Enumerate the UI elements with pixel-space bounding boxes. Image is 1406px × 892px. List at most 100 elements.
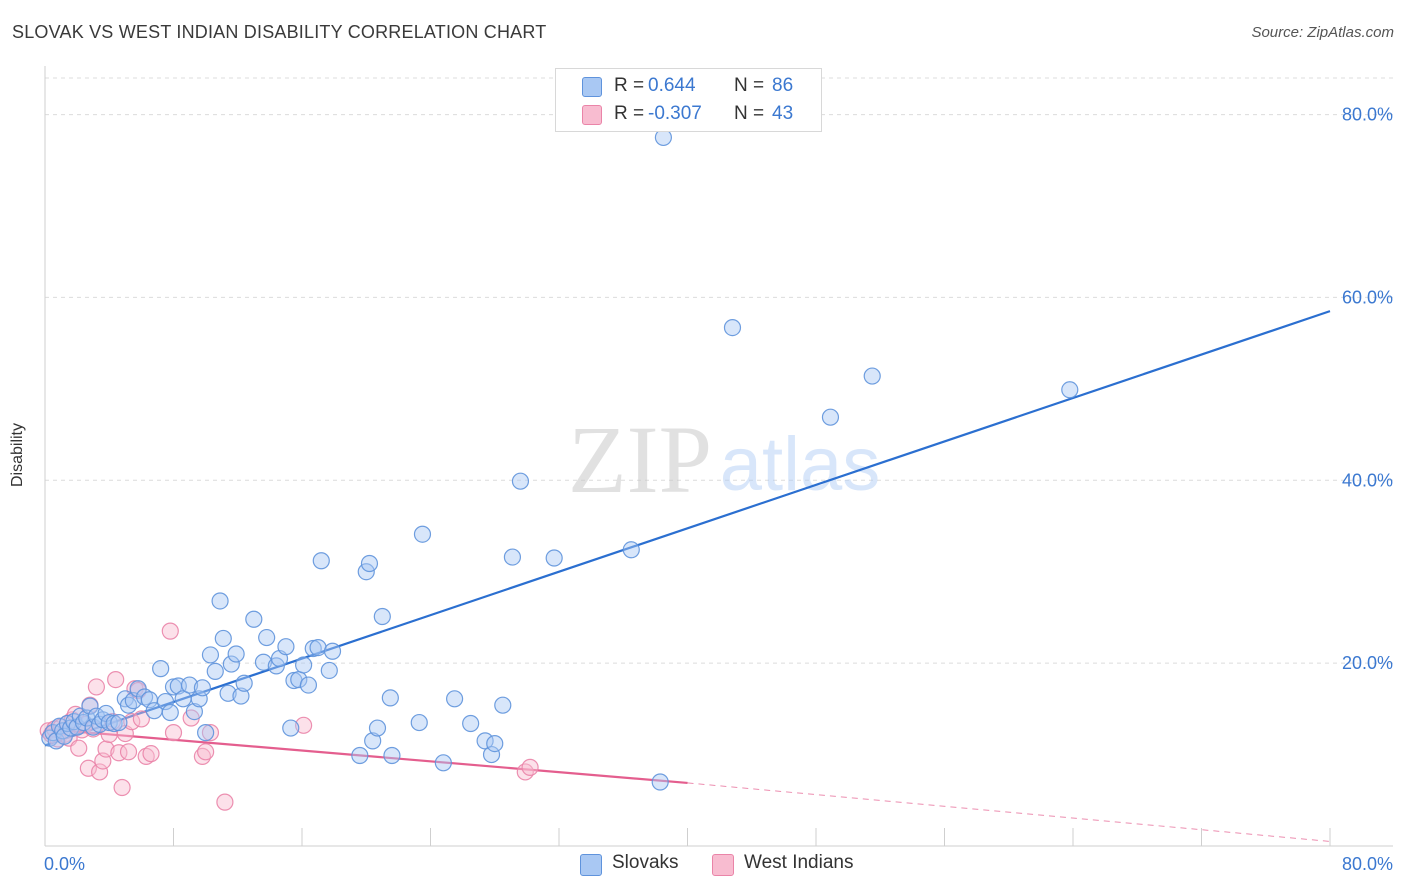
slovak-point <box>161 703 179 722</box>
x-tick-label: 0.0% <box>44 854 85 874</box>
n-value: 43 <box>772 103 794 124</box>
source-label: Source: ZipAtlas.com <box>1251 24 1394 41</box>
slovak-point <box>197 724 215 742</box>
slovak-point <box>258 628 276 647</box>
n-label: N = <box>734 75 765 96</box>
y-tick-label: 80.0% <box>1342 105 1393 125</box>
slovak-point <box>245 610 263 628</box>
west-indian-point <box>132 710 150 728</box>
legend-label: Slovaks <box>612 852 679 873</box>
trend-lines <box>44 310 1331 842</box>
west-indian-trend-line <box>44 727 688 785</box>
n-label: N = <box>734 103 765 124</box>
slovak-point <box>227 645 245 663</box>
y-tick-label: 60.0% <box>1342 287 1393 307</box>
watermark-atlas: atlas <box>720 422 881 507</box>
x-tick-label: 80.0% <box>1342 854 1393 874</box>
west-indian-point <box>164 724 183 742</box>
west-indian-point <box>113 778 131 797</box>
slovak-point <box>383 746 401 765</box>
slovak-point <box>211 592 229 610</box>
slovak-point <box>295 656 313 674</box>
legend-label: West Indians <box>744 852 854 873</box>
west-indian-point <box>70 739 88 757</box>
slovak-point <box>299 676 318 694</box>
slovak-point <box>494 696 512 714</box>
west-indian-point <box>107 670 125 689</box>
stats-row-west-indians: R = -0.307 N = 43 <box>556 101 821 129</box>
west-indian-point <box>197 743 215 761</box>
slovak-swatch <box>580 854 602 876</box>
slovak-point <box>723 319 742 337</box>
slovak-trend-line <box>44 310 1331 747</box>
slovak-point <box>81 697 99 715</box>
slovak-point <box>219 684 237 702</box>
slovak-point <box>1061 381 1079 399</box>
slovak-point <box>320 661 338 680</box>
slovak-point <box>486 734 504 753</box>
slovak-point <box>214 629 232 648</box>
slovak-point <box>180 676 199 694</box>
r-label: R = <box>614 103 645 124</box>
slovak-point <box>110 713 128 732</box>
slovak-point <box>235 674 253 692</box>
slovak-point <box>206 662 224 680</box>
west-indian-point <box>521 758 539 776</box>
r-value: -0.307 <box>648 103 702 124</box>
slovak-point <box>119 696 138 714</box>
slovak-point <box>381 689 399 707</box>
slovak-point <box>360 554 379 573</box>
slovak-point <box>190 690 208 708</box>
r-value: 0.644 <box>648 75 696 96</box>
y-tick-label: 20.0% <box>1342 653 1393 673</box>
slovak-point <box>156 692 175 711</box>
slovak-point <box>282 719 300 737</box>
slovak-point <box>364 732 382 750</box>
slovak-point <box>413 525 432 543</box>
slovak-point <box>277 638 295 656</box>
west-indian-point <box>201 724 220 742</box>
west-indian-swatch <box>712 854 734 876</box>
west-indian-point <box>142 745 160 763</box>
stats-row-slovaks: R = 0.644 N = 86 <box>556 73 821 101</box>
watermark: ZIP atlas <box>568 406 880 513</box>
slovak-point <box>545 549 563 567</box>
y-tick-label: 40.0% <box>1342 470 1393 490</box>
grid-lines <box>45 77 1393 664</box>
watermark-zip: ZIP <box>568 406 712 513</box>
slovak-point <box>503 548 522 566</box>
slovak-point <box>373 607 391 626</box>
axes <box>44 66 1393 847</box>
slovak-point <box>651 773 669 791</box>
slovak-point <box>152 660 170 678</box>
slovak-swatch <box>582 77 602 97</box>
west-indian-point <box>161 622 179 640</box>
west-indian-point <box>119 743 138 761</box>
west-indian-point <box>79 759 97 777</box>
west-indian-point <box>193 747 212 766</box>
tick-labels: 20.0% 40.0% 60.0% 80.0% 0.0% 80.0% <box>44 105 1393 874</box>
west-indian-point <box>137 747 155 766</box>
slovak-point <box>222 655 240 673</box>
slovak-point <box>482 745 501 764</box>
slovak-point <box>511 472 530 490</box>
slovak-point <box>201 646 220 664</box>
slovak-point <box>323 642 342 660</box>
west-indian-point <box>216 793 234 811</box>
slovak-point <box>434 754 452 772</box>
r-label: R = <box>614 75 645 96</box>
slovak-point <box>254 653 273 671</box>
series-legend: Slovaks West Indians <box>0 852 1406 878</box>
slovak-point <box>821 408 840 426</box>
slovak-point <box>232 687 250 705</box>
slovak-point <box>135 688 154 706</box>
west-indian-trend-extension <box>687 782 1331 842</box>
west-indian-point <box>123 713 141 731</box>
n-value: 86 <box>772 75 794 96</box>
west-indian-point <box>97 740 115 758</box>
west-indian-swatch <box>582 105 602 125</box>
slovak-point <box>351 746 369 765</box>
stats-legend: R = 0.644 N = 86 R = -0.307 N = 43 <box>555 68 822 132</box>
chart-title: SLOVAK VS WEST INDIAN DISABILITY CORRELA… <box>12 22 547 42</box>
